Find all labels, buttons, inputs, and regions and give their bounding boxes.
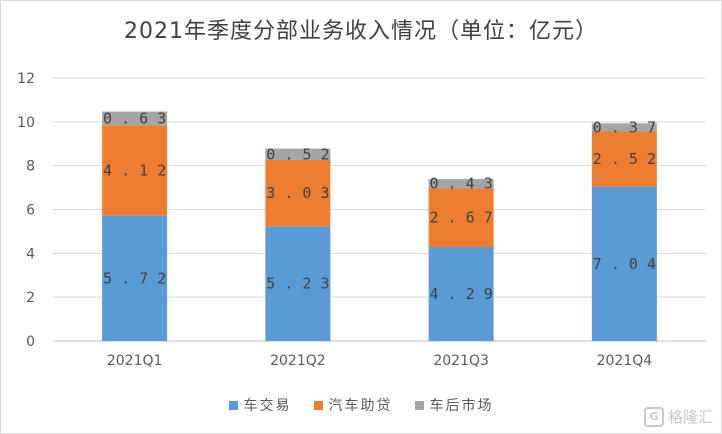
data-label: 4 . 2 9 [430, 285, 493, 303]
legend-swatch [414, 400, 424, 410]
chart-title: 2021年季度分部业务收入情况（单位：亿元） [124, 19, 598, 44]
bar-segment [102, 215, 168, 341]
y-tick-label: 12 [17, 71, 35, 87]
y-tick-label: 8 [26, 159, 35, 175]
bar-segment [265, 159, 331, 227]
y-tick-label: 0 [26, 334, 35, 350]
data-label: 5 . 2 3 [266, 275, 329, 293]
bar-segment [265, 148, 331, 160]
data-label: 0 . 3 7 [593, 118, 656, 136]
legend-swatch [228, 400, 238, 410]
legend-item: 车交易 [228, 395, 292, 415]
bar-segment [591, 123, 657, 132]
y-tick-label: 2 [26, 290, 35, 306]
data-label: 2 . 6 7 [430, 209, 493, 227]
data-label: 3 . 0 3 [266, 184, 329, 202]
y-tick-label: 10 [17, 115, 35, 131]
bar-segment [265, 226, 331, 341]
bar-segment [428, 188, 494, 247]
bar-segment [102, 111, 168, 126]
data-label: 0 . 4 3 [430, 175, 493, 193]
watermark: G 格隆汇 [643, 406, 713, 427]
y-tick-label: 6 [26, 203, 35, 219]
y-tick-label: 4 [26, 246, 35, 262]
x-tick-label: 2021Q2 [270, 353, 326, 369]
x-tick-label: 2021Q1 [107, 353, 163, 369]
x-tick-label: 2021Q3 [433, 353, 489, 369]
legend-label: 车交易 [243, 398, 292, 414]
data-label: 0 . 6 3 [103, 109, 166, 127]
legend-item: 车后市场 [414, 395, 494, 415]
bar-segment [591, 131, 657, 187]
bar-segment [428, 246, 494, 341]
watermark-text: 格隆汇 [667, 408, 713, 426]
watermark-logo-icon: G [643, 406, 664, 427]
legend-item: 汽车助贷 [313, 395, 393, 415]
legend-swatch [313, 400, 323, 410]
data-label: 5 . 7 2 [103, 269, 166, 287]
x-tick-label: 2021Q4 [597, 353, 653, 369]
legend: 车交易 汽车助贷 车后市场 [1, 395, 721, 415]
data-label: 0 . 5 2 [266, 145, 329, 163]
bar-segment [102, 125, 168, 216]
legend-label: 汽车助贷 [328, 398, 393, 414]
data-label: 4 . 1 2 [103, 161, 166, 179]
bar-segment [428, 179, 494, 189]
data-label: 2 . 5 2 [593, 150, 656, 168]
legend-label: 车后市场 [429, 398, 494, 414]
data-label: 7 . 0 4 [593, 255, 656, 273]
bar-segment [591, 186, 657, 341]
